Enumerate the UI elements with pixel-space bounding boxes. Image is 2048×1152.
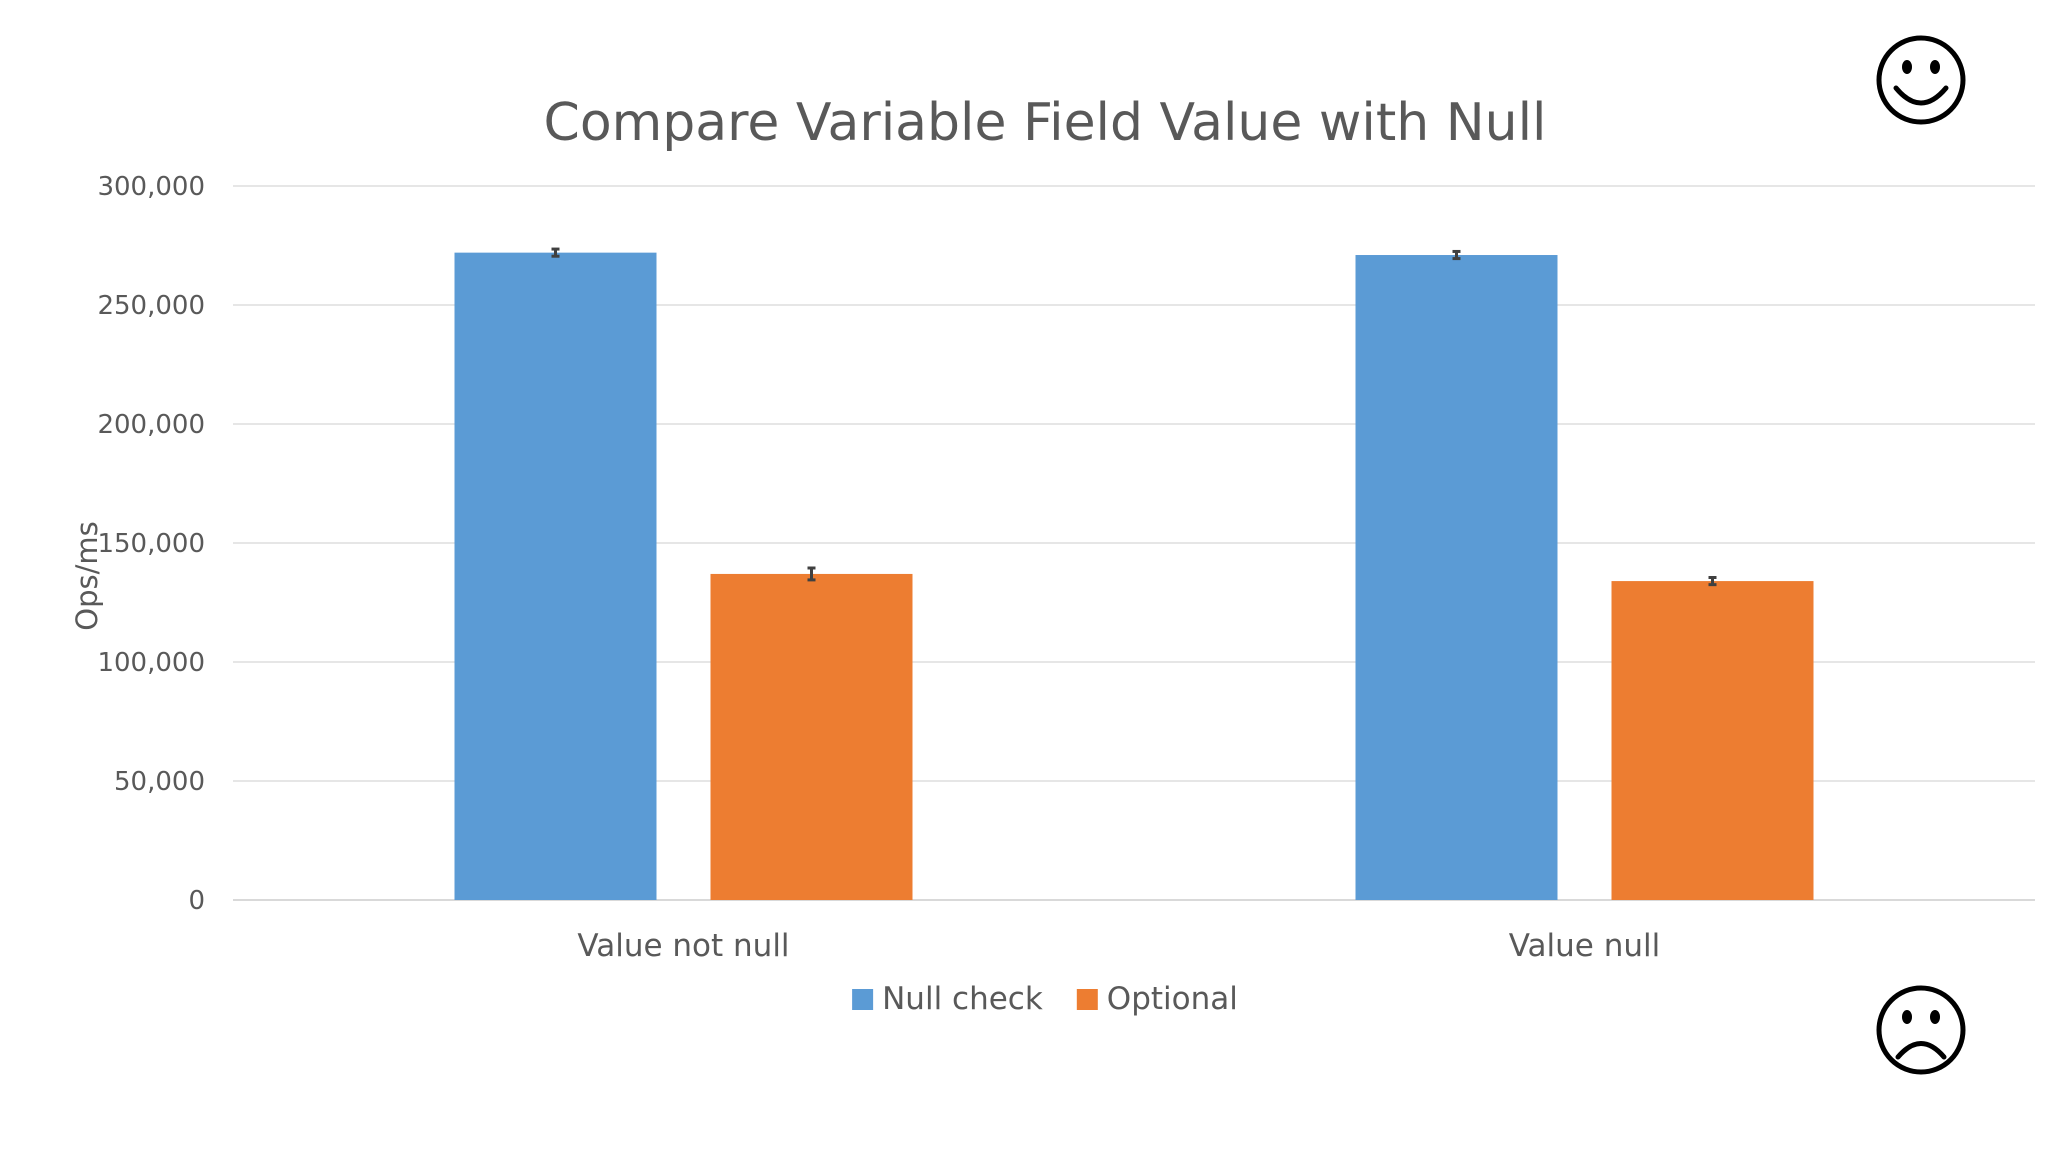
chart-title: Compare Variable Field Value with Null bbox=[544, 93, 1547, 153]
legend-swatch bbox=[1076, 989, 1098, 1010]
legend-swatch bbox=[852, 989, 874, 1010]
y-axis-title: Ops/ms bbox=[70, 521, 104, 630]
error-bars bbox=[551, 247, 1717, 587]
y-tick-label: 0 bbox=[188, 886, 205, 916]
smiley-face-icon bbox=[1876, 35, 1966, 125]
bar-optional bbox=[1611, 581, 1814, 900]
x-category-label: Value not null bbox=[577, 928, 789, 964]
x-axis-categories: Value not null Value null bbox=[577, 928, 1660, 964]
x-category-label: Value null bbox=[1509, 928, 1661, 964]
bar-null-check bbox=[1355, 255, 1558, 900]
frowning-face-icon bbox=[1876, 985, 1966, 1075]
legend: Null check Optional bbox=[852, 981, 1238, 1017]
legend-item: Optional bbox=[1076, 981, 1238, 1017]
y-tick-label: 100,000 bbox=[97, 648, 205, 678]
y-axis-ticks: 0 50,000 100,000 150,000 200,000 250,000 300,0… bbox=[97, 172, 205, 916]
bars bbox=[454, 252, 1814, 900]
y-tick-label: 300,000 bbox=[97, 172, 205, 202]
error-bar bbox=[1708, 576, 1717, 587]
error-bar bbox=[551, 247, 560, 258]
legend-label: Null check bbox=[882, 981, 1043, 1017]
legend-item: Null check bbox=[852, 981, 1043, 1017]
y-tick-label: 200,000 bbox=[97, 410, 205, 440]
bar-optional bbox=[710, 573, 913, 900]
bar-null-check bbox=[454, 252, 657, 900]
y-tick-label: 50,000 bbox=[114, 767, 205, 797]
error-bar bbox=[807, 566, 816, 582]
legend-label: Optional bbox=[1107, 981, 1238, 1017]
error-bar bbox=[1452, 249, 1461, 261]
y-tick-label: 150,000 bbox=[97, 529, 205, 559]
y-tick-label: 250,000 bbox=[97, 291, 205, 321]
